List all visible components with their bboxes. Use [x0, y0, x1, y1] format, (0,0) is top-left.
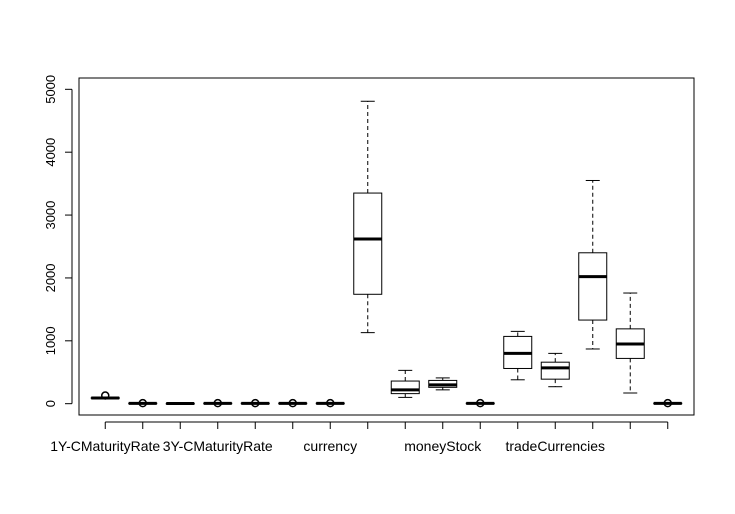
box-9	[390, 369, 420, 398]
outlier-point	[663, 398, 672, 408]
x-axis: 1Y-CMaturityRate 3Y-CMaturityRate currency…	[50, 421, 669, 454]
x-tick-label: moneyStock	[404, 438, 482, 454]
box-6	[278, 398, 308, 408]
outlier-point	[288, 398, 297, 408]
box-3	[165, 402, 195, 406]
x-tick-label: tradeCurrencies	[505, 438, 605, 454]
box-12	[503, 330, 533, 381]
outlier-point	[138, 398, 147, 408]
outlier-point	[326, 398, 335, 408]
box-13	[540, 352, 570, 388]
box-15	[615, 292, 645, 394]
x-tick-label: 1Y-CMaturityRate	[50, 438, 160, 454]
box-8	[353, 100, 383, 334]
box-4	[203, 398, 233, 408]
x-tick-label: 3Y-CMaturityRate	[163, 438, 273, 454]
outlier-point	[476, 398, 485, 408]
y-tick-label: 5000	[43, 75, 58, 104]
y-axis: 0 1000 2000 3000 4000 5000	[43, 75, 73, 407]
box-7	[315, 398, 345, 408]
box-10	[428, 377, 458, 391]
iqr-box	[353, 192, 383, 295]
y-tick-label: 1000	[43, 326, 58, 355]
box-16	[653, 398, 683, 408]
y-tick-label: 4000	[43, 138, 58, 167]
box-11	[465, 398, 495, 408]
box-group	[90, 100, 683, 408]
x-tick-label: currency	[303, 438, 357, 454]
box-14	[578, 179, 608, 350]
iqr-box	[578, 252, 608, 321]
box-1	[90, 391, 120, 400]
iqr-box	[390, 380, 420, 395]
y-tick-label: 2000	[43, 263, 58, 292]
plot-frame	[78, 77, 695, 416]
box-2	[128, 398, 158, 408]
y-tick-label: 0	[43, 400, 58, 407]
box-5	[240, 398, 270, 408]
iqr-box	[540, 361, 570, 380]
outlier-point	[101, 391, 110, 400]
outlier-point	[251, 398, 260, 408]
outlier-point	[213, 398, 222, 408]
y-tick-label: 3000	[43, 201, 58, 230]
